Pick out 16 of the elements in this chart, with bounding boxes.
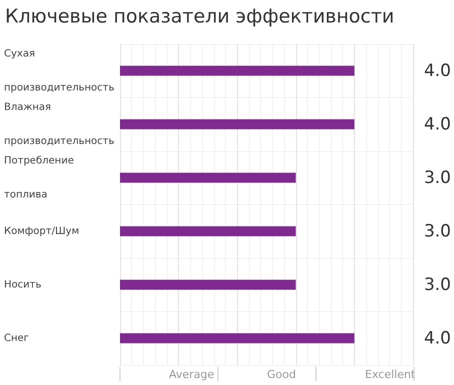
category-label: Потребление топлива (4, 155, 74, 200)
y-tick-label: Носить (4, 279, 42, 290)
data-label: 3.0 (424, 221, 451, 242)
category-label: Влажная производительность (4, 102, 114, 147)
text: Average (169, 368, 214, 381)
y-tick-label: Комфорт/Шум (4, 226, 80, 237)
category-label: Сухая производительность (4, 48, 114, 94)
data-label: 4.0 (424, 60, 451, 81)
data-label: 3.0 (424, 168, 451, 188)
text: Good (267, 368, 296, 381)
y-tick-label: Снег (4, 332, 29, 344)
data-label: 4.0 (424, 114, 451, 134)
data-label: 3.0 (424, 274, 451, 295)
text: Excellent (365, 368, 416, 381)
chart-title: Ключевые показатели эффективности (5, 6, 394, 28)
data-label: 4.0 (424, 328, 451, 348)
